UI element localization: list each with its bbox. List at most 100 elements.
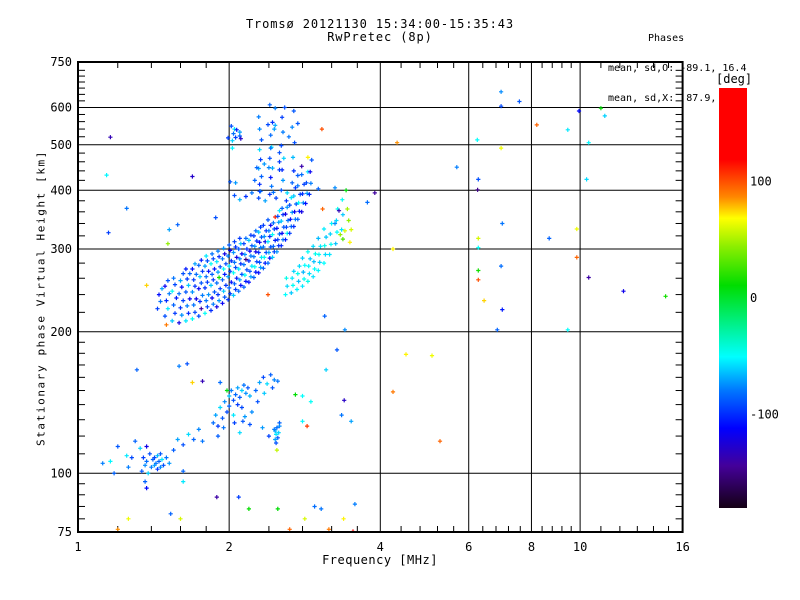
- scatter-point: [284, 276, 289, 281]
- scatter-point: [211, 277, 216, 282]
- scatter-point: [342, 398, 347, 403]
- scatter-point: [311, 274, 316, 279]
- scatter-point: [246, 258, 251, 263]
- scatter-point: [294, 201, 299, 207]
- scatter-point: [232, 239, 237, 244]
- scatter-point: [268, 244, 273, 250]
- scatter-point: [476, 277, 481, 282]
- scatter-point: [334, 230, 340, 235]
- scatter-point: [289, 290, 294, 295]
- scatter-point: [210, 251, 215, 256]
- x-tick-label: 8: [528, 540, 535, 554]
- scatter-point: [218, 264, 223, 269]
- scatter-point: [249, 409, 254, 415]
- scatter-point: [200, 293, 205, 298]
- scatter-point: [339, 413, 344, 418]
- scatter-point: [249, 190, 254, 195]
- scatter-point: [280, 130, 286, 135]
- scatter-point: [305, 424, 310, 429]
- colorbar-unit-label: [deg]: [716, 72, 753, 86]
- scatter-point: [208, 283, 214, 288]
- scatter-point: [247, 422, 252, 427]
- scatter-point: [236, 266, 241, 272]
- scatter-point: [328, 231, 333, 237]
- scatter-point: [214, 280, 219, 286]
- scatter-point: [214, 259, 219, 264]
- scatter-point: [238, 261, 243, 266]
- scatter-point: [200, 379, 205, 384]
- scatter-point: [284, 225, 289, 230]
- scatter-point: [257, 127, 262, 132]
- scatter-point: [346, 218, 351, 223]
- scatter-point: [191, 437, 196, 442]
- scatter-point: [194, 296, 199, 301]
- scatter-point: [175, 437, 180, 442]
- scatter-point: [308, 256, 313, 261]
- scatter-point: [235, 402, 240, 407]
- scatter-point: [234, 127, 239, 132]
- scatter-point: [227, 393, 232, 399]
- scatter-point: [181, 271, 186, 276]
- scatter-point: [475, 137, 480, 142]
- scatter-point: [139, 469, 144, 474]
- scatter-point: [211, 420, 216, 425]
- scatter-point: [191, 277, 196, 282]
- scatter-point: [221, 246, 226, 251]
- scatter-point: [258, 245, 263, 250]
- scatter-point: [112, 471, 117, 476]
- scatter-point: [213, 413, 218, 418]
- y-tick-label: 75: [58, 525, 72, 539]
- scatter-point: [222, 272, 227, 277]
- scatter-point: [238, 283, 243, 288]
- scatter-point: [321, 226, 327, 232]
- scatter-point: [279, 188, 284, 193]
- scatter-point: [260, 425, 265, 430]
- scatter-point: [167, 461, 172, 466]
- scatter-point: [257, 240, 262, 245]
- scatter-point: [215, 434, 221, 439]
- scatter-point: [190, 174, 195, 179]
- scatter-point: [229, 280, 234, 285]
- scatter-point: [158, 451, 163, 456]
- scatter-point: [237, 197, 242, 202]
- scatter-point: [236, 246, 241, 252]
- scatter-point: [220, 301, 225, 306]
- scatter-point: [296, 200, 301, 205]
- scatter-point: [344, 188, 349, 193]
- scatter-point: [240, 419, 245, 424]
- scatter-point: [227, 285, 232, 290]
- scatter-point: [221, 266, 226, 272]
- scatter-point: [246, 506, 251, 511]
- scatter-point: [403, 352, 409, 357]
- scatter-point: [287, 527, 292, 532]
- scatter-point: [186, 311, 191, 316]
- scatter-point: [234, 276, 239, 281]
- scatter-point: [275, 214, 280, 219]
- scatter-point: [167, 291, 172, 296]
- scatter-point: [238, 136, 243, 141]
- scatter-point: [179, 313, 184, 318]
- scatter-point: [274, 448, 279, 453]
- scatter-point: [249, 264, 254, 269]
- scatter-point: [192, 310, 198, 315]
- scatter-point: [263, 198, 268, 203]
- scatter-point: [327, 252, 332, 257]
- scatter-point: [179, 285, 184, 290]
- scatter-point: [233, 265, 238, 270]
- scatter-point: [223, 261, 228, 266]
- scatter-point: [236, 495, 241, 500]
- scatter-point: [317, 260, 322, 265]
- scatter-point: [212, 289, 217, 295]
- scatter-point: [213, 215, 218, 220]
- scatter-point: [214, 304, 219, 309]
- scatter-point: [115, 527, 120, 532]
- scatter-point: [185, 361, 190, 366]
- scatter-point: [271, 244, 276, 249]
- scatter-point: [267, 156, 272, 161]
- scatter-point: [547, 236, 552, 241]
- scatter-point: [279, 219, 284, 224]
- x-tick-label: 10: [573, 540, 587, 554]
- scatter-point: [292, 209, 297, 214]
- scatter-point: [197, 274, 203, 279]
- scatter-point: [272, 377, 277, 382]
